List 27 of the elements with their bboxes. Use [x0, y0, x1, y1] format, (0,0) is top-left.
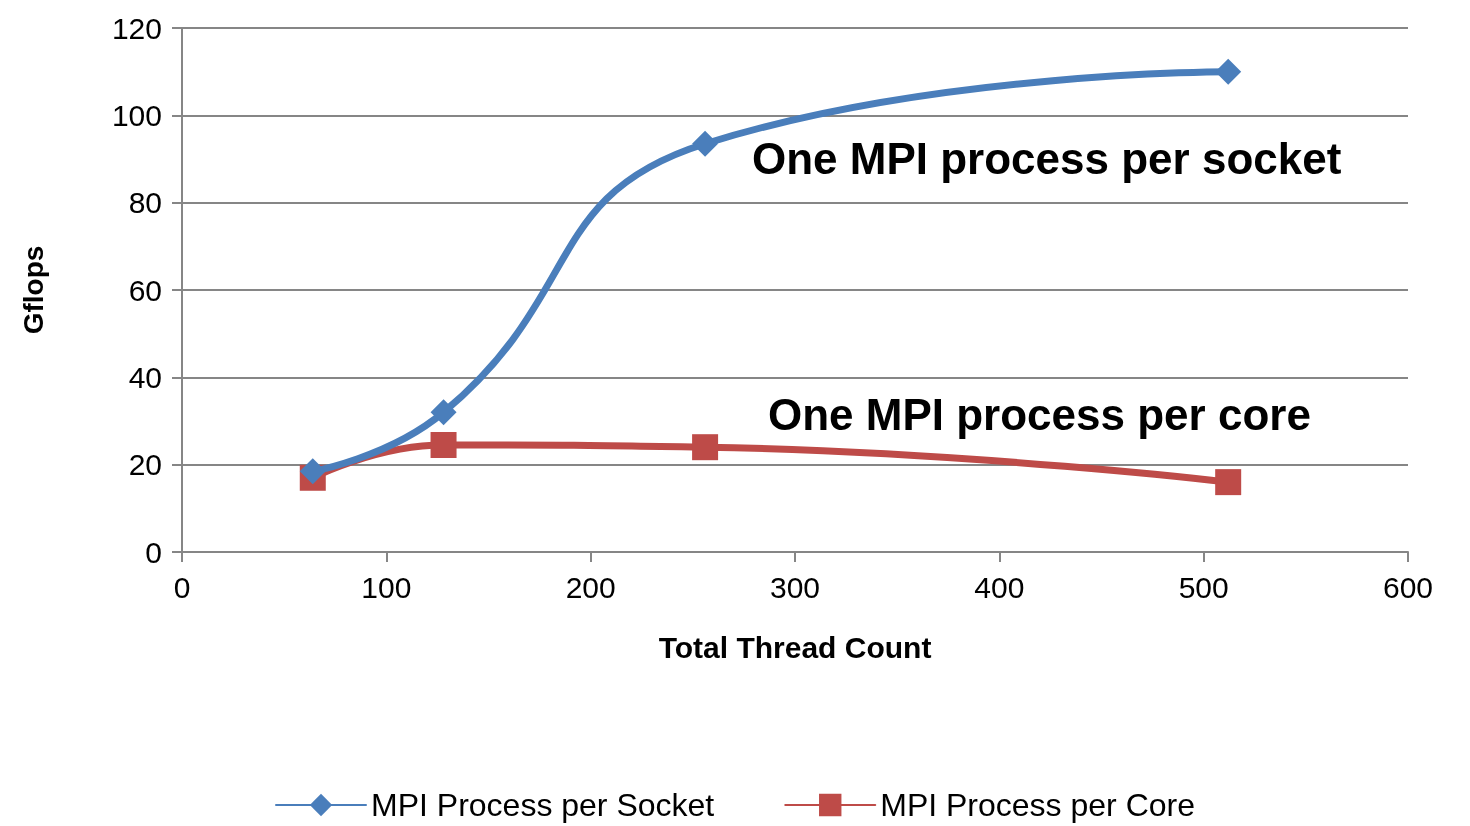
y-tick-label: 120	[111, 11, 162, 45]
x-tick-label: 500	[1178, 570, 1229, 604]
point	[430, 432, 457, 459]
x-tick-label: 600	[1382, 570, 1434, 604]
y-tick-label: 100	[111, 98, 162, 132]
y-tick-label: 40	[128, 360, 162, 394]
x-tick-label: 400	[974, 570, 1025, 604]
y-tick-label: 80	[128, 186, 162, 220]
x-tick-label: 0	[173, 570, 191, 604]
y-axis-title: Gflops	[17, 245, 49, 335]
point	[299, 458, 326, 485]
x-axis-title: Total Thread Count	[658, 630, 932, 664]
point	[1215, 469, 1242, 496]
legend-label: MPI Process per Socket	[371, 787, 715, 823]
annotation: One MPI process per core	[768, 389, 1311, 439]
annotation: One MPI process per socket	[752, 133, 1342, 183]
y-tick-label: 0	[145, 535, 162, 569]
point	[1215, 58, 1242, 85]
point	[692, 130, 719, 157]
x-tick-label: 100	[361, 570, 412, 604]
y-tick-label: 20	[128, 448, 162, 482]
point	[692, 434, 719, 461]
x-tick-label: 300	[769, 570, 821, 604]
x-tick-label: 200	[565, 570, 616, 604]
point	[430, 399, 457, 426]
legend-label: MPI Process per Core	[880, 787, 1195, 823]
y-tick-label: 60	[128, 273, 162, 307]
